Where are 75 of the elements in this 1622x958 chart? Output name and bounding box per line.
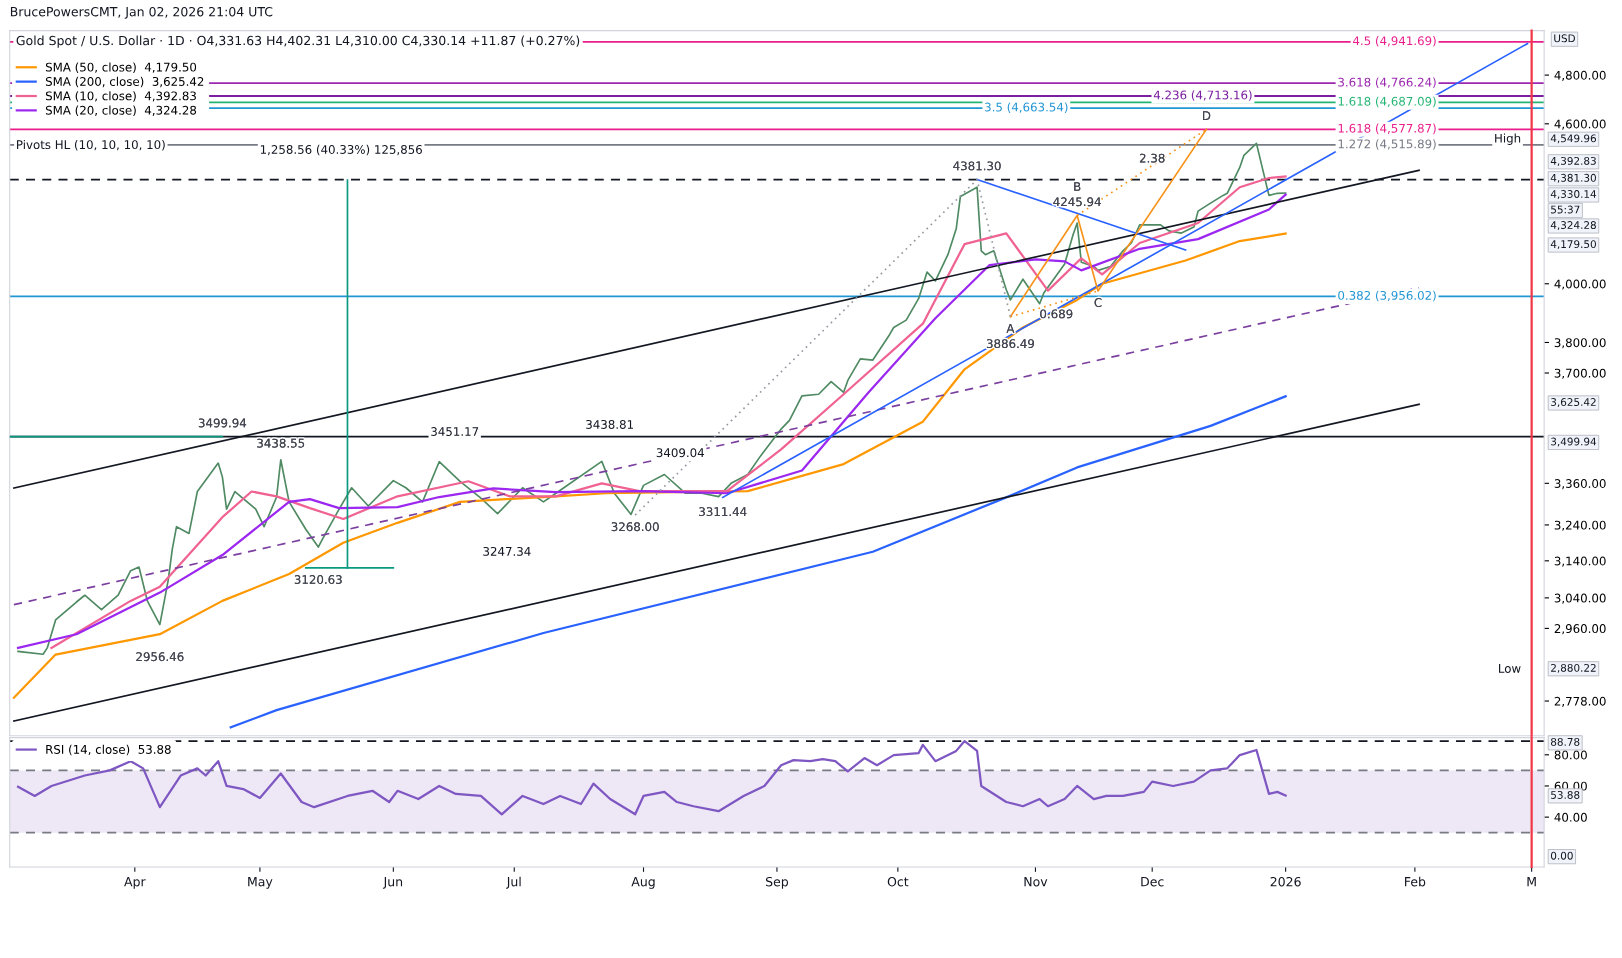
x-tick-label: Aug [631, 877, 655, 889]
annotation: 2956.46 [136, 652, 184, 662]
annotation: 3311.44 [699, 507, 747, 517]
y-tick-label: 3,800.00 [1554, 338, 1606, 349]
annotation: 3409.04 [656, 448, 705, 458]
ref-line-label: 1.618 (4,577.87) [1338, 123, 1436, 135]
legend-label: RSI (14, close) 53.88 [46, 744, 171, 756]
text: 4,392.83 [1550, 156, 1596, 166]
annotation: Pivots HL (10, 10, 10, 10) [17, 139, 165, 151]
ref-line-label: 1.618 (4,687.09) [1338, 96, 1436, 108]
ref-line-label: 4.236 (4,713.16) [1153, 90, 1252, 101]
x-tick-label: Apr [124, 877, 146, 889]
annotation: 4381.30 [953, 161, 1001, 171]
text: 4,330.14 [1550, 190, 1597, 200]
y-tick-label: 3,240.00 [1554, 520, 1606, 531]
text: 4,549.96 [1550, 134, 1597, 144]
x-tick-label: Sep [765, 876, 789, 889]
text: 3,625.42 [1551, 398, 1596, 408]
x-tick-label: Feb [1405, 876, 1426, 887]
text: 88.78 [1550, 737, 1580, 746]
legend-label: SMA (200, close) 3,625.42 [45, 76, 204, 88]
text: 53.88 [1551, 791, 1580, 799]
annotation: 3451.17 [431, 427, 479, 436]
annotation: 1,258.56 (40.33%) 125,856 [260, 144, 422, 156]
text: 4,179.50 [1550, 240, 1596, 250]
x-tick-label: Dec [1141, 877, 1164, 887]
y-tick-label: 4,800.00 [1554, 70, 1606, 81]
text: 55:37 [1551, 205, 1580, 214]
y-tick-label: 40.00 [1554, 812, 1587, 822]
legend-label: SMA (20, close) 4,324.28 [45, 105, 197, 117]
x-tick-label: Nov [1024, 877, 1048, 887]
x-tick-label: Oct [887, 876, 909, 887]
y-tick-label: 3,700.00 [1554, 368, 1606, 379]
ref-line-label: 1.272 (4,515.89) [1338, 139, 1436, 150]
annotation: 3247.34 [483, 546, 531, 556]
annotation: 3120.63 [294, 575, 342, 584]
y-tick-label: 4,000.00 [1554, 279, 1606, 290]
y-tick-label: 2,778.00 [1554, 696, 1606, 707]
text: 4,324.28 [1550, 221, 1596, 231]
ref-line-label: 0.382 (3,956.02) [1338, 290, 1436, 302]
y-tick-label: 80.00 [1554, 750, 1587, 760]
y-tick-label: 3,140.00 [1554, 556, 1606, 567]
legend-label: SMA (50, close) 4,179.50 [45, 62, 197, 73]
legend-label: SMA (10, close) 4,392.83 [45, 91, 196, 102]
annotation: A [1006, 324, 1015, 333]
y-tick-label: 4,600.00 [1554, 119, 1606, 130]
text: 0.00 [1550, 851, 1573, 860]
annotation: B [1074, 182, 1081, 191]
ref-line-label: 3.618 (4,766.24) [1338, 77, 1436, 88]
chart-subtitle: BrucePowersCMT, Jan 02, 2026 21:04 UTC [10, 6, 273, 19]
x-tick-label: Jun [382, 877, 403, 889]
annotation: C [1094, 298, 1102, 308]
x-tick-label: Jul [506, 876, 521, 889]
annotation: High [1495, 133, 1521, 145]
text: 4,381.30 [1550, 173, 1596, 183]
x-tick-label: 2026 [1270, 876, 1301, 887]
chart-title: Gold Spot / U.S. Dollar · 1D · O4,331.63 H4,402.31 L4,310.00 C4,330.14 +11.87 (+0.27%) [16, 35, 580, 48]
annotation: 2.38 [1139, 153, 1165, 163]
ref-line-label: 3.5 (4,663.54) [985, 102, 1068, 113]
annotation: 3268.00 [611, 522, 659, 532]
x-tick-label: May [248, 877, 273, 889]
annotation: Low [1499, 664, 1521, 673]
annotation: 3499.94 [198, 418, 247, 428]
y-tick-label: 3,040.00 [1554, 593, 1606, 604]
annotation: 3438.81 [586, 420, 634, 429]
y-tick-label: 3,360.00 [1554, 479, 1606, 490]
x-tick-label: M [1527, 877, 1536, 887]
ref-line-label: 4.5 (4,941.69) [1353, 36, 1436, 47]
y-tick-label: 2,960.00 [1554, 624, 1606, 635]
text: USD [1554, 34, 1575, 43]
annotation: 4245.94 [1053, 197, 1101, 207]
text: 3,499.94 [1551, 437, 1597, 447]
text: 2,880.22 [1551, 663, 1596, 673]
annotation: D [1203, 111, 1211, 120]
annotation: 3438.55 [257, 438, 305, 448]
